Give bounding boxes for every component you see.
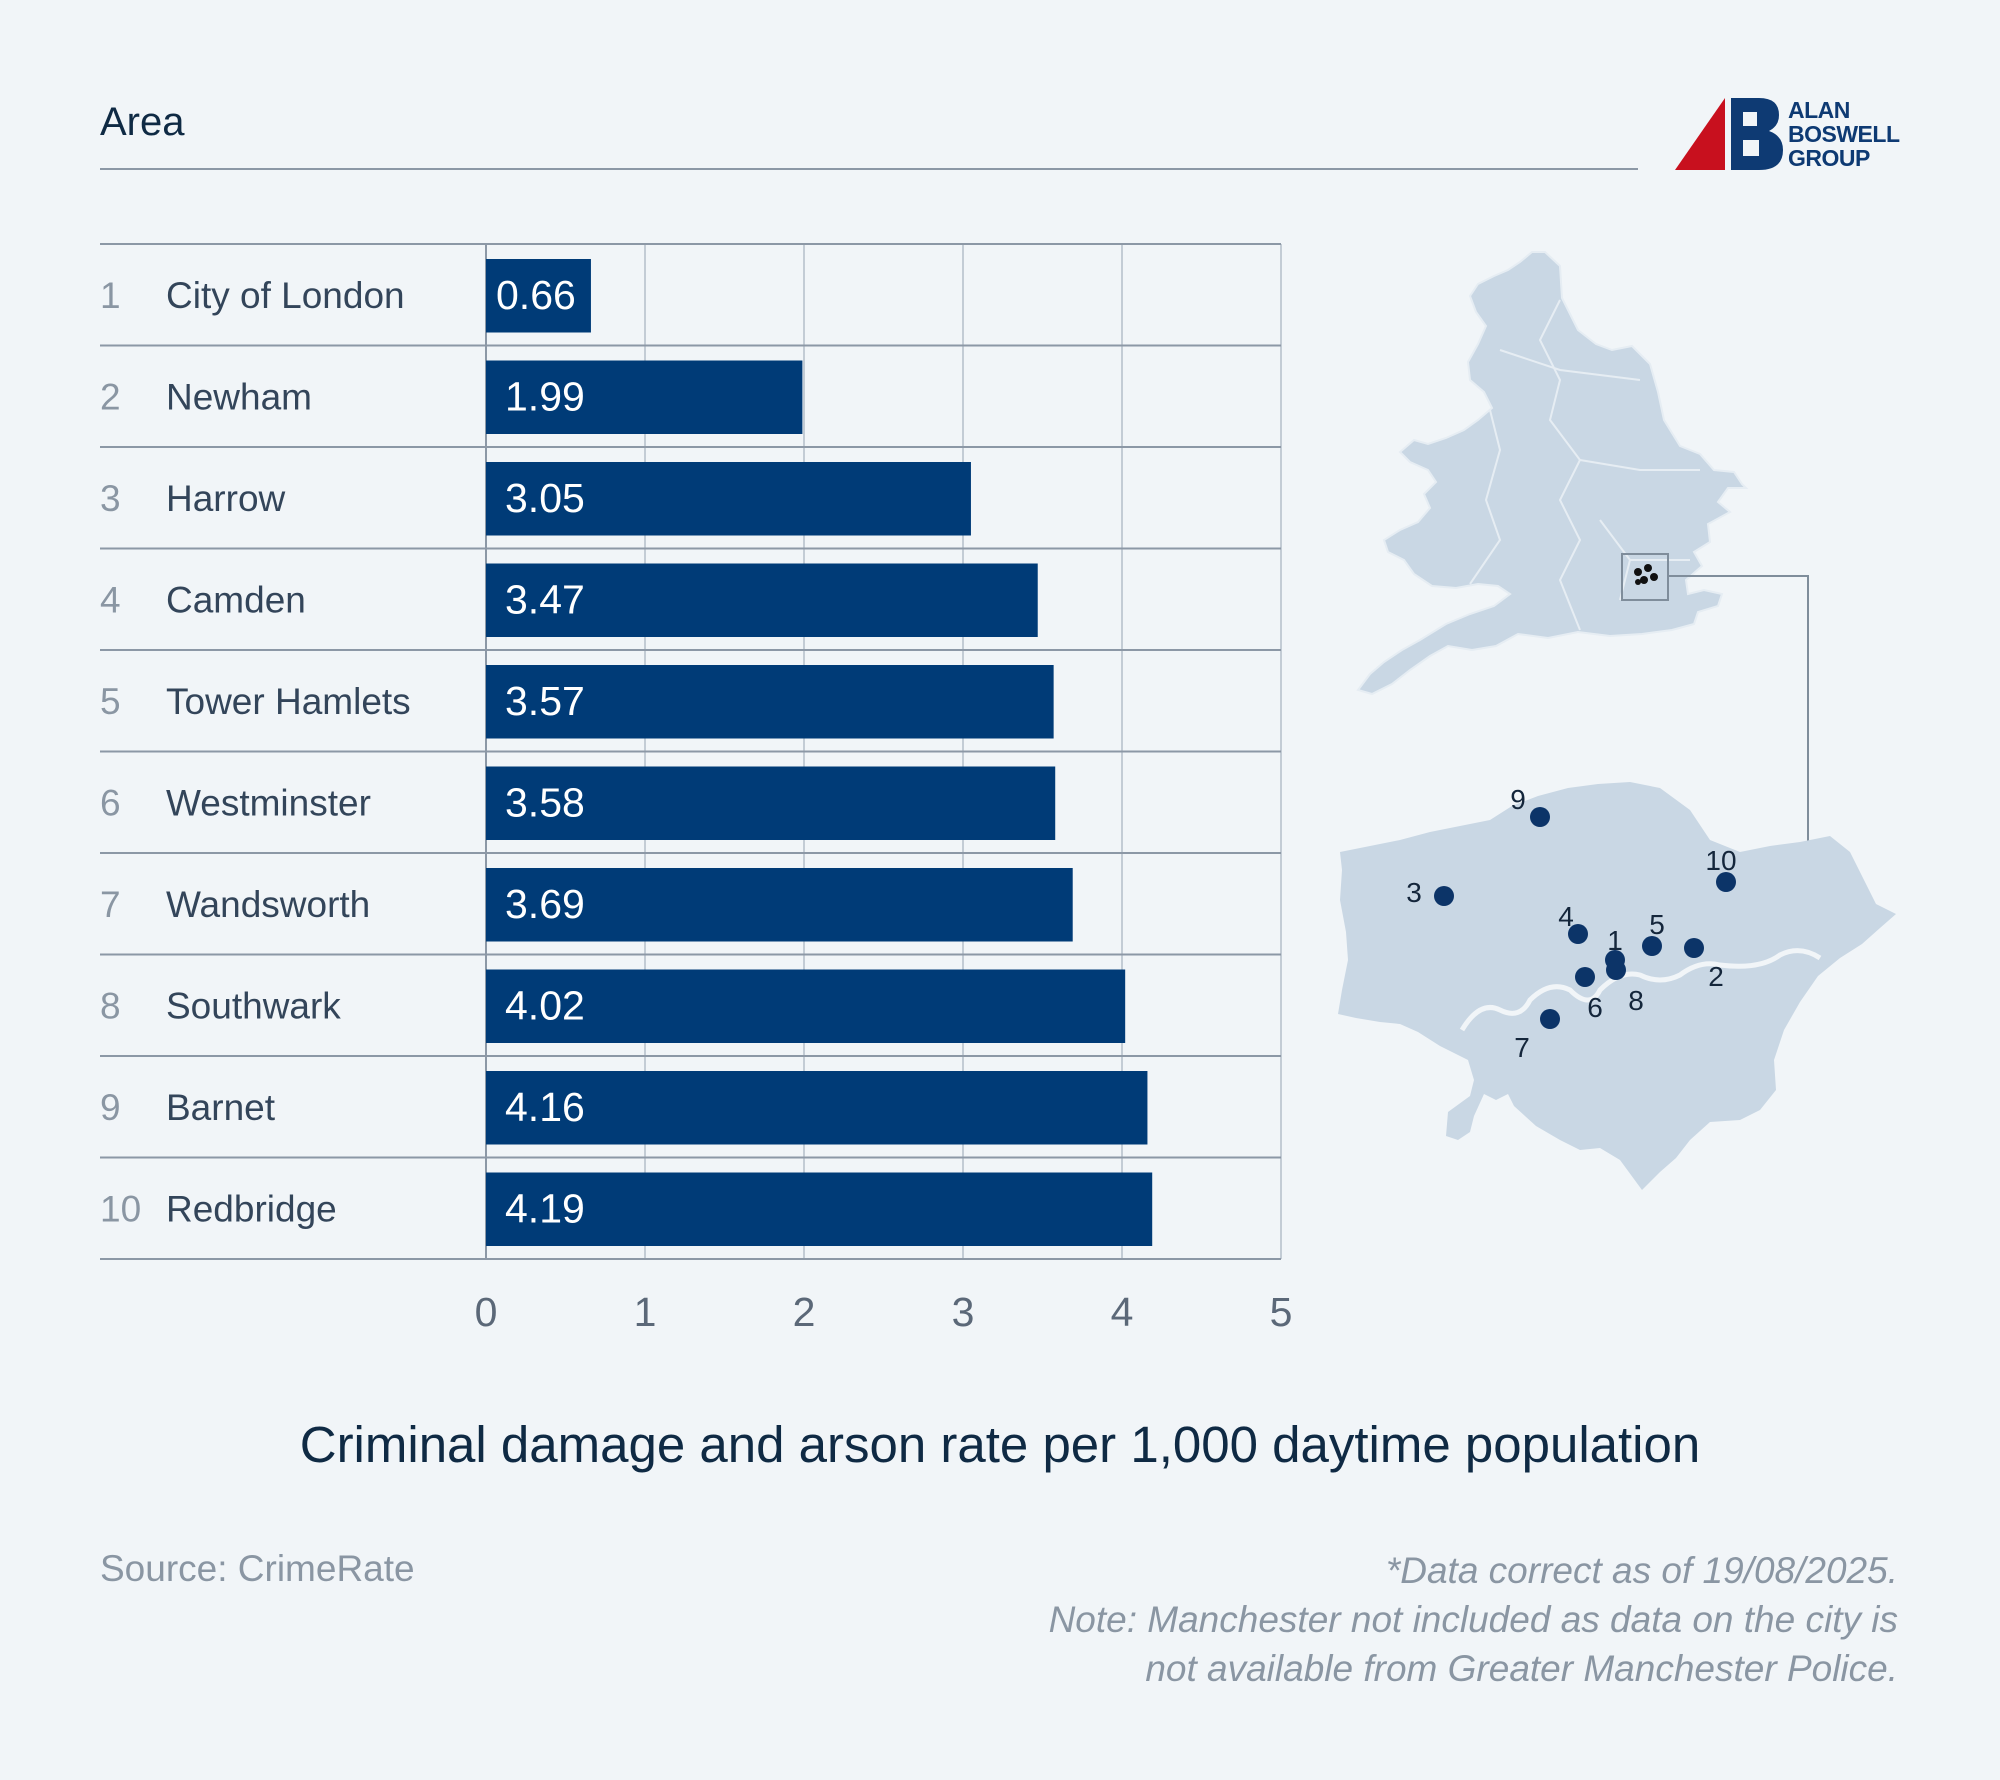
map-marker-label-5: 5 bbox=[1649, 909, 1665, 940]
bar-5 bbox=[486, 665, 1054, 739]
x-tick-label-0: 0 bbox=[475, 1289, 498, 1335]
bar-4 bbox=[486, 563, 1038, 637]
rank-number: 9 bbox=[100, 1087, 121, 1128]
area-name: Barnet bbox=[166, 1087, 276, 1128]
map-marker-8 bbox=[1606, 960, 1626, 980]
bar-3 bbox=[486, 462, 971, 536]
bar-value-label: 3.69 bbox=[505, 881, 585, 927]
rank-number: 1 bbox=[100, 275, 121, 316]
area-name: Newham bbox=[166, 376, 312, 417]
area-name: Tower Hamlets bbox=[166, 681, 411, 722]
area-name: Southwark bbox=[166, 985, 341, 1026]
chart-title: Criminal damage and arson rate per 1,000… bbox=[299, 1416, 1701, 1473]
area-name: Harrow bbox=[166, 478, 286, 519]
rank-number: 5 bbox=[100, 681, 121, 722]
x-tick-label-2: 2 bbox=[793, 1289, 816, 1335]
area-name: Wandsworth bbox=[166, 884, 370, 925]
map-marker-3 bbox=[1434, 886, 1454, 906]
map-marker-label-9: 9 bbox=[1510, 784, 1526, 815]
bar-7 bbox=[486, 868, 1073, 942]
area-name: City of London bbox=[166, 275, 405, 316]
bar-value-label: 4.19 bbox=[505, 1185, 585, 1231]
bar-8 bbox=[486, 969, 1126, 1043]
area-name: Camden bbox=[166, 579, 306, 620]
alan-boswell-logo-icon bbox=[1675, 98, 1783, 170]
map-marker-2 bbox=[1684, 938, 1704, 958]
source-note: Source: CrimeRate bbox=[100, 1548, 415, 1589]
bar-value-label: 4.16 bbox=[505, 1084, 585, 1130]
map-marker-label-7: 7 bbox=[1514, 1032, 1530, 1063]
rank-number: 8 bbox=[100, 985, 121, 1026]
map-marker-label-4: 4 bbox=[1558, 901, 1574, 932]
map-markers: 1 2 3 4 5 6 7 8 9 10 bbox=[1406, 784, 1736, 1063]
map-marker-label-8: 8 bbox=[1628, 985, 1644, 1016]
chart-bars bbox=[486, 259, 1153, 1246]
data-date-note: *Data correct as of 19/08/2025. bbox=[1385, 1550, 1898, 1591]
bar-2 bbox=[486, 360, 803, 434]
manchester-note-line-2: not available from Greater Manchester Po… bbox=[1145, 1648, 1898, 1689]
map-marker-4 bbox=[1568, 924, 1588, 944]
bar-value-label: 1.99 bbox=[505, 373, 585, 419]
bar-value-label: 3.58 bbox=[505, 779, 585, 825]
rank-number: 7 bbox=[100, 884, 121, 925]
map-marker-label-3: 3 bbox=[1406, 877, 1422, 908]
map-marker-label-6: 6 bbox=[1587, 992, 1603, 1023]
bar-value-label: 0.66 bbox=[496, 272, 576, 318]
bar-10 bbox=[486, 1172, 1153, 1246]
x-tick-label-4: 4 bbox=[1111, 1289, 1134, 1335]
rank-number: 2 bbox=[100, 376, 121, 417]
map-marker-9 bbox=[1530, 807, 1550, 827]
rank-number: 3 bbox=[100, 478, 121, 519]
map-marker-label-10: 10 bbox=[1705, 845, 1736, 876]
bar-9 bbox=[486, 1071, 1148, 1145]
map-marker-6 bbox=[1575, 967, 1595, 987]
greater-london-map: 1 2 3 4 5 6 7 8 9 10 bbox=[1338, 782, 1896, 1190]
rank-number: 4 bbox=[100, 579, 121, 620]
map-marker-10 bbox=[1716, 872, 1736, 892]
manchester-note-line-1: Note: Manchester not included as data on… bbox=[1048, 1599, 1898, 1640]
map-marker-7 bbox=[1540, 1009, 1560, 1029]
x-axis-ticks: 0 1 2 3 4 5 bbox=[475, 1289, 1293, 1335]
bar-value-label: 3.57 bbox=[505, 678, 585, 724]
x-tick-label-1: 1 bbox=[634, 1289, 657, 1335]
logo-line-2: BOSWELL bbox=[1788, 121, 1900, 147]
map-marker-label-1: 1 bbox=[1607, 925, 1623, 956]
bar-6 bbox=[486, 766, 1056, 840]
area-column-heading: Area bbox=[100, 100, 185, 144]
chart-grid bbox=[100, 243, 1282, 1260]
area-name: Westminster bbox=[166, 782, 371, 823]
x-tick-label-3: 3 bbox=[952, 1289, 975, 1335]
logo-wordmark: ALAN BOSWELL GROUP bbox=[1788, 98, 1900, 170]
bar-value-label: 4.02 bbox=[505, 982, 585, 1028]
bar-value-label: 3.47 bbox=[505, 576, 585, 622]
rank-number: 10 bbox=[100, 1188, 141, 1229]
x-tick-label-5: 5 bbox=[1270, 1289, 1293, 1335]
map-marker-5 bbox=[1642, 936, 1662, 956]
england-wales-map bbox=[1356, 251, 1814, 866]
bar-value-label: 3.05 bbox=[505, 475, 585, 521]
bar-1 bbox=[486, 259, 591, 333]
logo-line-1: ALAN bbox=[1788, 97, 1850, 123]
area-name: Redbridge bbox=[166, 1188, 337, 1229]
footnotes: *Data correct as of 19/08/2025. Note: Ma… bbox=[1049, 1546, 1898, 1693]
chart-labels: 1 City of London 0.66 2 Newham 1.99 3 Harrow 3.0… bbox=[100, 272, 585, 1232]
logo-line-3: GROUP bbox=[1788, 145, 1870, 171]
rank-number: 6 bbox=[100, 782, 121, 823]
header-divider bbox=[100, 168, 1638, 170]
map-marker-label-2: 2 bbox=[1708, 961, 1724, 992]
